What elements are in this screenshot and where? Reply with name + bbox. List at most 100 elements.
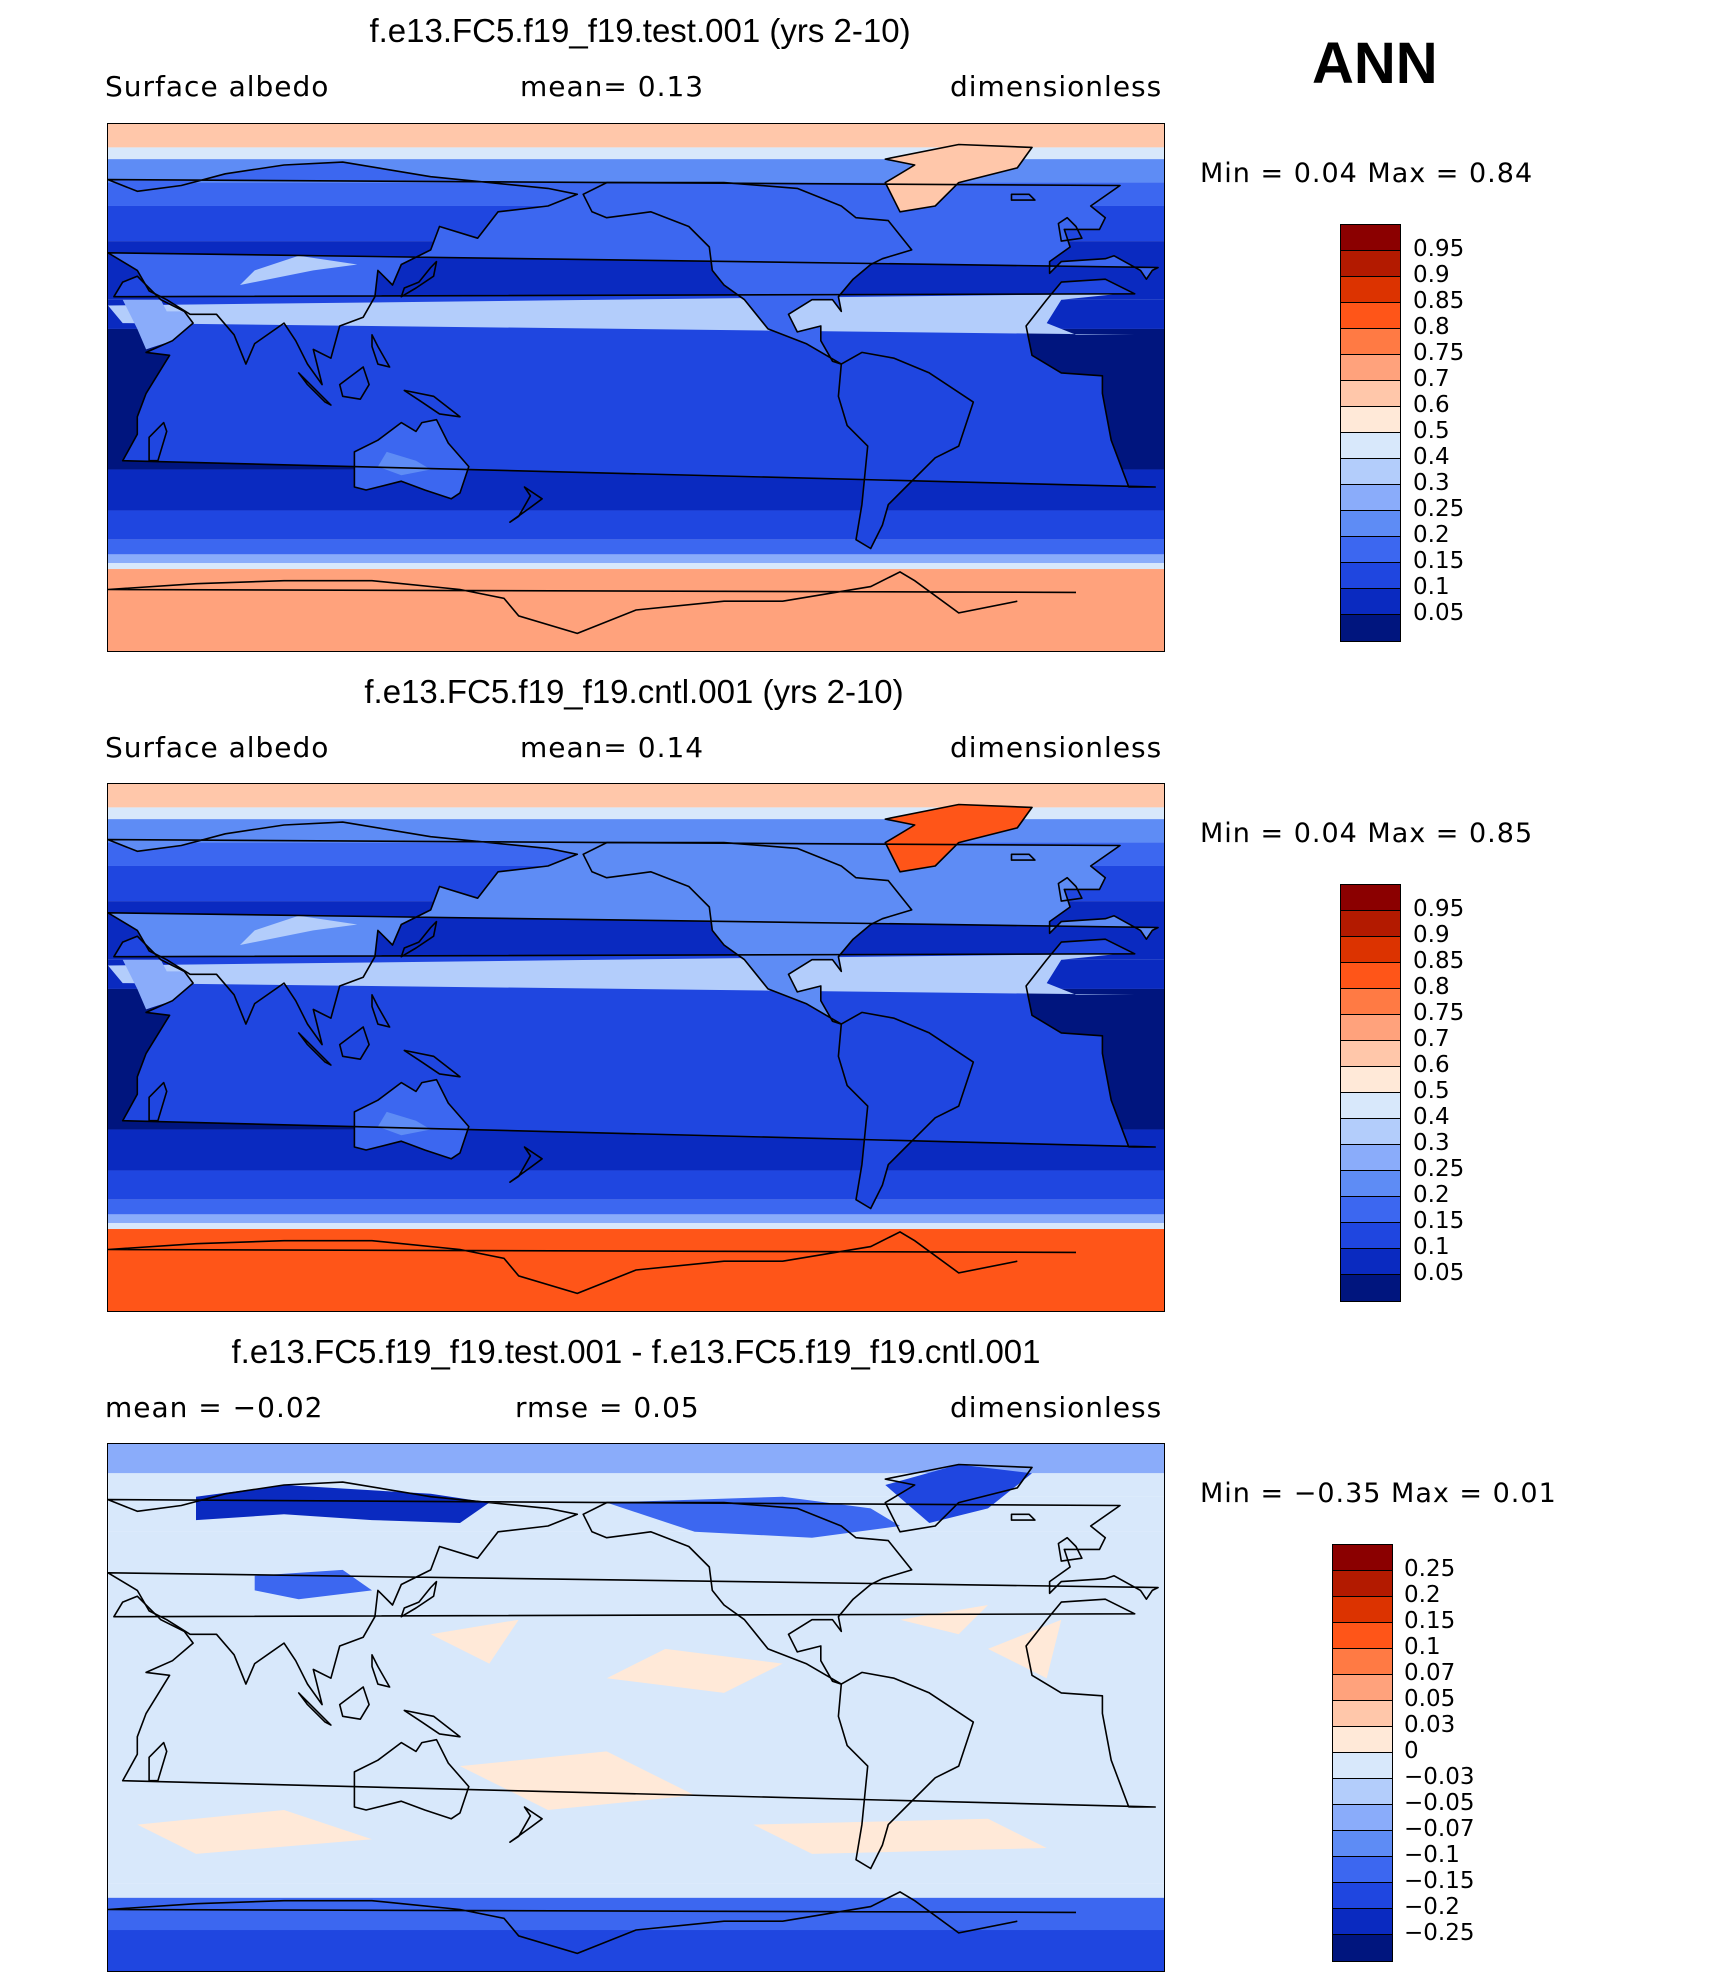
min-max-label: Min = 0.04 Max = 0.85 <box>1200 818 1534 849</box>
colorbar-swatch <box>1341 1067 1400 1093</box>
colorbar-tick-label: 0.3 <box>1413 470 1450 496</box>
colorbar-swatch <box>1341 1145 1400 1171</box>
colorbar-tick-label: 0.2 <box>1404 1582 1441 1608</box>
colorbar-swatch <box>1341 1275 1400 1301</box>
colorbar-tick-label: 0.85 <box>1413 948 1465 974</box>
colorbar-swatch <box>1341 1197 1400 1223</box>
mean-label: mean = −0.02 <box>105 1391 324 1424</box>
season-label: ANN <box>1312 31 1438 96</box>
colorbar-swatch <box>1341 511 1400 537</box>
colorbar-swatch <box>1333 1597 1392 1623</box>
colorbar-swatch <box>1341 1093 1400 1119</box>
panel-title: f.e13.FC5.f19_f19.test.001 (yrs 2-10) <box>369 12 911 49</box>
colorbar-swatch <box>1341 225 1400 251</box>
colorbar-tick-label: −0.03 <box>1404 1764 1475 1790</box>
colorbar-tick-label: 0.1 <box>1413 1234 1450 1260</box>
colorbar-tick-label: −0.07 <box>1404 1816 1475 1842</box>
colorbar-swatch <box>1341 407 1400 433</box>
map-canvas <box>108 124 1164 651</box>
colorbar-tick-label: 0.95 <box>1413 896 1465 922</box>
colorbar-swatch <box>1333 1935 1392 1961</box>
colorbar-swatch <box>1333 1909 1392 1935</box>
colorbar-swatch <box>1341 329 1400 355</box>
colorbar-swatch <box>1333 1831 1392 1857</box>
colorbar-swatch <box>1333 1545 1392 1571</box>
colorbar-tick-label: 0.2 <box>1413 522 1450 548</box>
colorbar-tick-label: 0.05 <box>1404 1686 1456 1712</box>
colorbar-tick-label: 0.75 <box>1413 1000 1465 1026</box>
colorbar-tick-label: 0.15 <box>1404 1608 1456 1634</box>
colorbar-tick-label: 0.15 <box>1413 548 1465 574</box>
contour-map-test <box>107 123 1165 652</box>
colorbar-tick-label: 0.15 <box>1413 1208 1465 1234</box>
colorbar-swatch <box>1333 1649 1392 1675</box>
colorbar-swatch <box>1341 355 1400 381</box>
colorbar-tick-label: 0 <box>1404 1738 1419 1764</box>
colorbar-tick-label: 0.4 <box>1413 1104 1450 1130</box>
colorbar-difference <box>1332 1544 1393 1962</box>
colorbar-tick-label: 0.1 <box>1404 1634 1441 1660</box>
colorbar-tick-label: −0.15 <box>1404 1868 1475 1894</box>
colorbar-tick-label: 0.07 <box>1404 1660 1456 1686</box>
colorbar-swatch <box>1333 1753 1392 1779</box>
colorbar-tick-label: 0.25 <box>1404 1556 1456 1582</box>
colorbar-swatch <box>1333 1675 1392 1701</box>
colorbar-tick-label: 0.03 <box>1404 1712 1456 1738</box>
colorbar-tick-label: 0.6 <box>1413 1052 1450 1078</box>
units-label: dimensionless <box>950 70 1163 103</box>
map-canvas <box>108 784 1164 1311</box>
colorbar-swatch <box>1341 937 1400 963</box>
mean-label: mean= 0.14 <box>520 731 705 764</box>
colorbar-swatch <box>1341 589 1400 615</box>
colorbar-swatch <box>1333 1779 1392 1805</box>
min-max-label: Min = 0.04 Max = 0.84 <box>1200 158 1534 189</box>
units-label: dimensionless <box>950 731 1163 764</box>
colorbar-swatch <box>1333 1805 1392 1831</box>
colorbar-swatch <box>1341 1015 1400 1041</box>
min-max-label: Min = −0.35 Max = 0.01 <box>1200 1478 1557 1509</box>
colorbar-swatch <box>1333 1727 1392 1753</box>
colorbar-swatch <box>1333 1701 1392 1727</box>
colorbar-test <box>1340 224 1401 642</box>
colorbar-tick-label: 0.05 <box>1413 1260 1465 1286</box>
mean-label: mean= 0.13 <box>520 70 705 103</box>
colorbar-tick-label: 0.9 <box>1413 262 1450 288</box>
colorbar-swatch <box>1333 1857 1392 1883</box>
colorbar-tick-label: 0.75 <box>1413 340 1465 366</box>
colorbar-swatch <box>1333 1883 1392 1909</box>
colorbar-tick-label: 0.2 <box>1413 1182 1450 1208</box>
variable-label: Surface albedo <box>105 70 330 103</box>
colorbar-swatch <box>1341 381 1400 407</box>
colorbar-tick-label: −0.1 <box>1404 1842 1460 1868</box>
colorbar-swatch <box>1341 1249 1400 1275</box>
colorbar-swatch <box>1341 485 1400 511</box>
colorbar-swatch <box>1341 1119 1400 1145</box>
colorbar-swatch <box>1341 963 1400 989</box>
colorbar-tick-label: 0.25 <box>1413 496 1465 522</box>
colorbar-tick-label: 0.1 <box>1413 574 1450 600</box>
colorbar-swatch <box>1341 277 1400 303</box>
colorbar-tick-label: −0.05 <box>1404 1790 1475 1816</box>
colorbar-tick-label: 0.05 <box>1413 600 1465 626</box>
colorbar-cntl <box>1340 884 1401 1302</box>
colorbar-swatch <box>1341 563 1400 589</box>
contour-map-cntl <box>107 783 1165 1312</box>
colorbar-tick-label: 0.95 <box>1413 236 1465 262</box>
colorbar-tick-label: 0.7 <box>1413 366 1450 392</box>
colorbar-tick-label: 0.5 <box>1413 418 1450 444</box>
colorbar-tick-label: 0.85 <box>1413 288 1465 314</box>
colorbar-tick-label: 0.4 <box>1413 444 1450 470</box>
colorbar-swatch <box>1341 1171 1400 1197</box>
colorbar-swatch <box>1333 1571 1392 1597</box>
colorbar-swatch <box>1341 459 1400 485</box>
colorbar-swatch <box>1333 1623 1392 1649</box>
panel-title: f.e13.FC5.f19_f19.test.001 - f.e13.FC5.f… <box>231 1333 1041 1370</box>
colorbar-swatch <box>1341 1223 1400 1249</box>
colorbar-tick-label: −0.2 <box>1404 1894 1460 1920</box>
colorbar-swatch <box>1341 433 1400 459</box>
colorbar-swatch <box>1341 1041 1400 1067</box>
colorbar-tick-label: 0.9 <box>1413 922 1450 948</box>
colorbar-swatch <box>1341 989 1400 1015</box>
colorbar-tick-label: 0.3 <box>1413 1130 1450 1156</box>
colorbar-tick-label: 0.8 <box>1413 314 1450 340</box>
